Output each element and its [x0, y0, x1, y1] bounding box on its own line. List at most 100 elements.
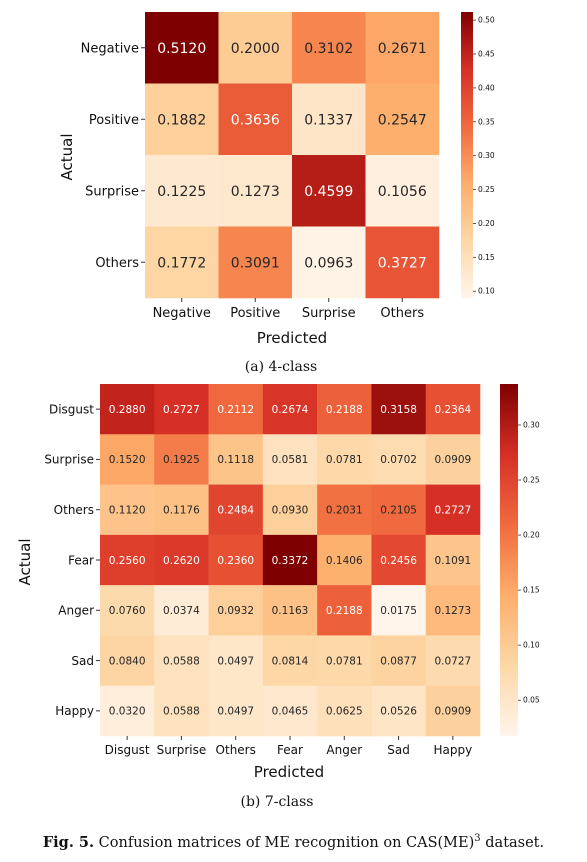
heatmap-cell [218, 155, 293, 227]
cell-value-label: 0.0909 [434, 706, 471, 718]
cell-value-label: 0.0781 [326, 655, 363, 667]
y-tick-label: Anger [58, 604, 94, 618]
heatmap-cell [425, 434, 481, 485]
heatmap-cell [145, 226, 219, 299]
confusion-matrix-7-class: 0.2880 0.2727 0.2112 0.2674 0.2188 0.3158 0.23… [16, 384, 540, 810]
heatmap-cell [262, 434, 318, 485]
cell-value-label: 0.3091 [231, 255, 280, 271]
x-tick-labels-7-class: Disgust Surprise Others Fear Anger Sad Happy [105, 736, 472, 757]
cell-value-label: 0.0840 [109, 655, 146, 667]
heatmap-cell [365, 155, 440, 227]
x-tick-label: Others [380, 306, 424, 321]
heatmap-cell [371, 635, 427, 687]
cell-value-label: 0.0814 [272, 655, 309, 667]
confusion-matrix-4-class: 0.5120 0.2000 0.3102 0.2671 0.1882 0.3636 0.13… [58, 12, 495, 375]
heatmap-cell [154, 384, 209, 435]
cell-value-label: 0.1273 [434, 605, 471, 617]
figure-caption-text: Confusion matrices of ME recognition on … [98, 834, 475, 851]
heatmap-cell [100, 585, 155, 636]
y-tick-label: Positive [89, 113, 139, 128]
cell-value-label: 0.0581 [272, 454, 309, 466]
cell-value-label: 0.0588 [163, 655, 200, 667]
cell-value-label: 0.3372 [272, 555, 309, 567]
heatmap-cell [145, 155, 219, 227]
cell-value-label: 0.2364 [434, 404, 471, 416]
figure-caption-superscript: 3 [474, 833, 481, 844]
y-tick-label: Disgust [49, 402, 94, 416]
subcaption-7-class: (b) 7-class [240, 794, 313, 810]
heatmap-cell [208, 434, 264, 485]
heatmap-cell [154, 484, 209, 536]
heatmap-cell [208, 685, 264, 737]
heatmap-cell [425, 635, 481, 687]
colorbar-tick-label: 0.15 [523, 586, 540, 595]
colorbar-7-class [500, 384, 518, 736]
y-axis-label-4-class: Actual [58, 134, 76, 181]
heatmap-cell [317, 685, 372, 737]
colorbar-tick-label: 0.05 [523, 696, 540, 705]
figure-caption: Fig. 5. Confusion matrices of ME recogni… [0, 833, 587, 851]
heatmap-cell [425, 585, 481, 636]
heatmap-cell [262, 685, 318, 737]
cell-value-label: 0.0909 [434, 454, 471, 466]
cell-value-label: 0.1118 [217, 454, 254, 466]
cell-value-label: 0.2456 [380, 555, 417, 567]
cell-value-label: 0.1337 [304, 112, 353, 128]
heatmap-cell [100, 635, 155, 687]
cell-value-label: 0.0588 [163, 706, 200, 718]
cell-value-label: 0.3102 [304, 41, 353, 57]
heatmap-cell [317, 434, 372, 485]
colorbar-tick-label: 0.10 [523, 641, 540, 650]
cell-value-label: 0.2112 [217, 404, 254, 416]
figure-caption-label: Fig. 5. [42, 833, 95, 851]
cell-value-label: 0.2620 [163, 555, 200, 567]
cell-value-label: 0.2560 [109, 555, 146, 567]
cell-value-label: 0.1406 [326, 555, 363, 567]
cell-value-label: 0.3636 [231, 112, 280, 128]
heatmap-cell [100, 534, 155, 586]
heatmap-cell [145, 12, 219, 84]
heatmap-cell [425, 384, 481, 435]
colorbar-tick-label: 0.10 [478, 287, 495, 296]
y-tick-label: Negative [81, 41, 139, 56]
colorbar-tick-label: 0.25 [478, 185, 495, 194]
x-tick-label: Surprise [302, 306, 356, 321]
heatmap-cells-4-class: 0.5120 0.2000 0.3102 0.2671 0.1882 0.3636 0.13… [145, 12, 440, 299]
subcaption-4-class: (a) 4-class [245, 359, 317, 375]
cell-value-label: 0.4599 [304, 184, 353, 200]
y-tick-label: Fear [68, 553, 94, 567]
cell-value-label: 0.2188 [326, 605, 363, 617]
heatmap-cell [292, 83, 366, 156]
cell-value-label: 0.1882 [157, 112, 206, 128]
heatmap-cell [365, 83, 440, 156]
cell-value-label: 0.2484 [217, 504, 254, 516]
heatmap-cell [371, 585, 427, 636]
x-axis-label-7-class: Predicted [254, 763, 324, 781]
y-tick-label: Happy [55, 704, 94, 718]
heatmap-cell [262, 585, 318, 636]
heatmap-cell [365, 12, 440, 84]
x-tick-labels-4-class: Negative Positive Surprise Others [153, 298, 424, 321]
heatmap-cell [371, 434, 427, 485]
colorbar-tick-label: 0.20 [523, 531, 540, 540]
heatmap-cell [371, 534, 427, 586]
cell-value-label: 0.2360 [217, 555, 254, 567]
cell-value-label: 0.1225 [157, 184, 206, 200]
heatmap-cell [154, 635, 209, 687]
y-tick-labels-7-class: Disgust Surprise Others Fear Anger Sad Happy [44, 402, 100, 718]
cell-value-label: 0.5120 [157, 41, 206, 57]
cell-value-label: 0.3727 [378, 255, 427, 271]
cell-value-label: 0.0702 [380, 454, 417, 466]
heatmap-cell [100, 685, 155, 737]
colorbar-tick-label: 0.50 [478, 16, 495, 25]
y-axis-label-7-class: Actual [16, 539, 34, 586]
cell-value-label: 0.1163 [272, 605, 309, 617]
heatmap-cell [100, 434, 155, 485]
heatmap-cell [208, 484, 264, 536]
heatmap-cell [317, 384, 372, 435]
cell-value-label: 0.0877 [380, 655, 417, 667]
heatmap-cell [100, 384, 155, 435]
cell-value-label: 0.1772 [157, 255, 206, 271]
heatmap-cell [218, 83, 293, 156]
